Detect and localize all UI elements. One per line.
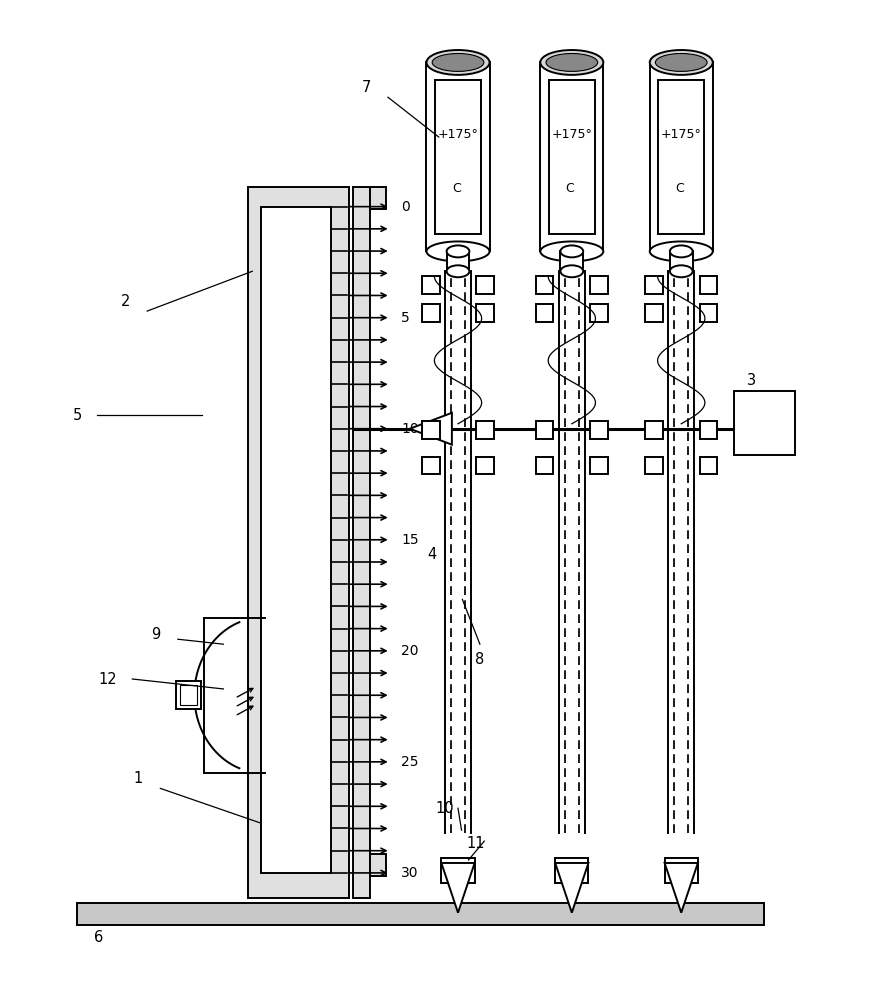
Bar — [700, 304, 717, 322]
Bar — [371, 187, 386, 209]
Ellipse shape — [540, 241, 603, 261]
Text: 30: 30 — [401, 866, 418, 880]
Bar — [422, 457, 440, 474]
Bar — [422, 304, 440, 322]
Ellipse shape — [670, 245, 692, 257]
Ellipse shape — [546, 53, 597, 71]
Ellipse shape — [649, 50, 713, 75]
Ellipse shape — [540, 50, 603, 75]
Bar — [649, 62, 713, 251]
Text: C: C — [452, 182, 461, 195]
Bar — [435, 80, 481, 234]
Polygon shape — [441, 863, 475, 913]
Bar — [555, 858, 589, 883]
Bar — [426, 62, 490, 251]
Ellipse shape — [670, 265, 692, 277]
Text: 25: 25 — [401, 755, 418, 769]
Text: 4: 4 — [427, 547, 436, 562]
Text: C: C — [675, 182, 684, 195]
Text: 5: 5 — [401, 311, 410, 325]
Polygon shape — [555, 863, 589, 913]
Ellipse shape — [426, 50, 490, 75]
Text: 15: 15 — [401, 533, 418, 547]
Text: +175°: +175° — [661, 128, 701, 141]
Bar — [646, 304, 663, 322]
Bar — [700, 276, 717, 294]
Text: 3: 3 — [747, 373, 756, 388]
Bar — [371, 854, 386, 876]
Bar — [560, 251, 583, 271]
Bar — [540, 62, 603, 251]
Text: 6: 6 — [94, 930, 104, 945]
Bar — [180, 685, 197, 705]
Ellipse shape — [447, 245, 470, 257]
Text: +175°: +175° — [438, 128, 478, 141]
Bar — [536, 304, 553, 322]
Text: 10: 10 — [435, 801, 455, 816]
Text: 20: 20 — [401, 644, 418, 658]
Bar — [658, 80, 704, 234]
Bar — [700, 457, 717, 474]
Text: +175°: +175° — [552, 128, 592, 141]
Text: 9: 9 — [152, 627, 160, 642]
Bar — [590, 276, 608, 294]
Bar — [477, 457, 494, 474]
Text: C: C — [566, 182, 574, 195]
Bar — [477, 304, 494, 322]
Bar — [646, 457, 663, 474]
Text: 11: 11 — [466, 836, 485, 851]
Ellipse shape — [649, 241, 713, 261]
Bar — [261, 207, 331, 873]
Bar — [670, 251, 692, 271]
Bar — [477, 276, 494, 294]
Bar — [536, 276, 553, 294]
Bar — [422, 421, 440, 439]
Text: 2: 2 — [121, 294, 130, 309]
Bar — [734, 391, 795, 455]
Text: 10: 10 — [401, 422, 418, 436]
Bar — [353, 187, 371, 898]
Bar — [176, 681, 201, 709]
Bar — [700, 421, 717, 439]
Polygon shape — [410, 413, 452, 445]
Bar — [422, 276, 440, 294]
Bar — [590, 304, 608, 322]
Polygon shape — [664, 863, 698, 913]
Ellipse shape — [655, 53, 707, 71]
Ellipse shape — [426, 241, 490, 261]
Bar — [646, 421, 663, 439]
Text: 7: 7 — [361, 80, 371, 95]
Bar — [477, 421, 494, 439]
Text: 5: 5 — [72, 408, 82, 423]
Ellipse shape — [560, 265, 583, 277]
Bar — [646, 276, 663, 294]
Ellipse shape — [433, 53, 484, 71]
Bar — [664, 858, 698, 883]
Text: 1: 1 — [134, 771, 143, 786]
Ellipse shape — [560, 245, 583, 257]
Bar — [536, 457, 553, 474]
Bar — [549, 80, 595, 234]
Text: 8: 8 — [475, 652, 485, 667]
Text: 12: 12 — [99, 672, 117, 686]
Ellipse shape — [447, 265, 470, 277]
Bar — [78, 903, 765, 925]
Text: 0: 0 — [401, 200, 410, 214]
Bar — [248, 187, 349, 898]
Bar — [447, 251, 470, 271]
Bar — [590, 457, 608, 474]
Bar — [441, 858, 475, 883]
Bar — [590, 421, 608, 439]
Bar — [536, 421, 553, 439]
